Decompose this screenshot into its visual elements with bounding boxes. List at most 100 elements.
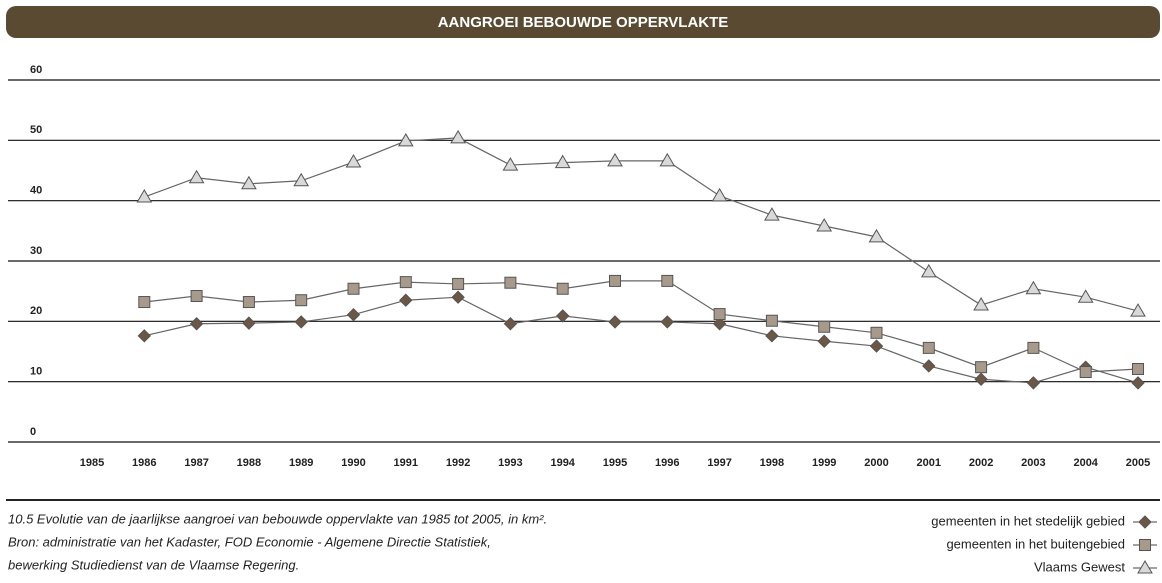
data-point [293, 172, 310, 187]
data-point [661, 274, 674, 287]
legend-marker [1137, 560, 1153, 574]
x-tick-label: 1995 [603, 457, 627, 469]
data-point [818, 320, 831, 333]
series-line [144, 296, 1139, 384]
x-tick-label: 2002 [969, 457, 993, 469]
data-point [136, 189, 153, 203]
series-line [144, 137, 1139, 312]
x-tick-label: 1987 [184, 457, 208, 469]
x-tick-label: 1985 [80, 457, 104, 469]
data-point [713, 308, 726, 321]
data-point [974, 372, 988, 386]
chart-title: AANGROEI BEBOUWDE OPPERVLAKTE [438, 14, 729, 31]
data-point [294, 315, 308, 329]
data-point [1132, 362, 1144, 375]
data-point [1079, 366, 1092, 379]
data-point [556, 282, 569, 295]
data-point [242, 296, 255, 309]
data-point [137, 329, 152, 343]
legend-label: Vlaams Gewest [1034, 559, 1125, 574]
y-tick-label: 20 [30, 305, 42, 317]
data-point [397, 132, 414, 147]
data-point [609, 274, 621, 287]
x-tick-label: 2004 [1073, 457, 1098, 469]
caption: bewerking Studiedienst van de Vlaamse Re… [8, 557, 299, 572]
data-point [451, 290, 465, 304]
legend-label: gemeenten in het stedelijk gebied [931, 513, 1125, 528]
data-point [346, 307, 361, 322]
x-tick-label: 1993 [498, 457, 522, 469]
data-point [1025, 280, 1042, 295]
data-point [1130, 303, 1146, 317]
data-point [452, 277, 465, 290]
y-tick-label: 30 [30, 245, 42, 257]
data-point [1077, 289, 1094, 303]
caption: 10.5 Evolutie van de jaarlijkse aangroei… [8, 511, 547, 526]
data-point [711, 187, 728, 202]
data-point [503, 317, 518, 331]
x-tick-label: 1997 [707, 457, 731, 469]
data-point [659, 152, 676, 167]
data-point [607, 152, 623, 167]
data-point [1026, 376, 1041, 390]
x-tick-label: 2003 [1021, 457, 1045, 469]
data-point [189, 317, 204, 331]
y-tick-label: 10 [30, 366, 42, 378]
data-point [450, 129, 466, 144]
x-tick-label: 2005 [1126, 457, 1150, 469]
data-point [295, 294, 308, 307]
data-point [608, 315, 622, 329]
data-point [920, 263, 937, 278]
data-point [765, 314, 778, 327]
data-point [868, 228, 885, 243]
data-point [660, 315, 675, 329]
data-point [1027, 341, 1040, 354]
x-tick-label: 1991 [394, 457, 418, 469]
caption: Bron: administratie van het Kadaster, FO… [8, 534, 491, 549]
data-point [975, 361, 988, 374]
x-tick-label: 1994 [550, 457, 575, 469]
y-tick-label: 50 [30, 124, 42, 136]
data-point [138, 296, 151, 309]
series-line [144, 280, 1139, 373]
data-point [1131, 376, 1145, 390]
data-point [712, 317, 727, 331]
data-point [399, 293, 413, 307]
x-tick-label: 1990 [341, 457, 365, 469]
y-tick-label: 40 [30, 185, 42, 197]
data-point [765, 329, 779, 343]
x-tick-label: 1989 [289, 457, 313, 469]
x-tick-label: 2000 [864, 457, 888, 469]
legend-marker [1138, 515, 1152, 529]
x-tick-label: 1996 [655, 457, 679, 469]
data-point [816, 218, 833, 232]
x-tick-label: 1999 [812, 457, 836, 469]
x-tick-label: 1986 [132, 457, 156, 469]
data-point [190, 289, 203, 302]
data-point [922, 341, 935, 354]
x-tick-label: 1988 [237, 457, 261, 469]
data-point [242, 316, 256, 330]
data-point [399, 276, 412, 289]
data-point [869, 339, 884, 353]
x-tick-label: 1998 [760, 457, 784, 469]
y-tick-label: 60 [30, 64, 42, 76]
data-point [555, 309, 570, 323]
data-point [817, 334, 831, 348]
data-point [504, 276, 517, 289]
legend-marker [1139, 539, 1151, 551]
data-point [188, 169, 205, 184]
data-point [345, 154, 362, 168]
data-point [922, 359, 936, 373]
data-point [347, 282, 360, 295]
data-point [554, 154, 571, 169]
data-point [502, 157, 519, 171]
x-tick-label: 1992 [446, 457, 470, 469]
x-tick-label: 2001 [917, 457, 941, 469]
y-tick-label: 0 [30, 426, 36, 438]
legend-label: gemeenten in het buitengebied [946, 536, 1125, 551]
title-bar [6, 6, 1160, 38]
data-point [870, 326, 883, 339]
